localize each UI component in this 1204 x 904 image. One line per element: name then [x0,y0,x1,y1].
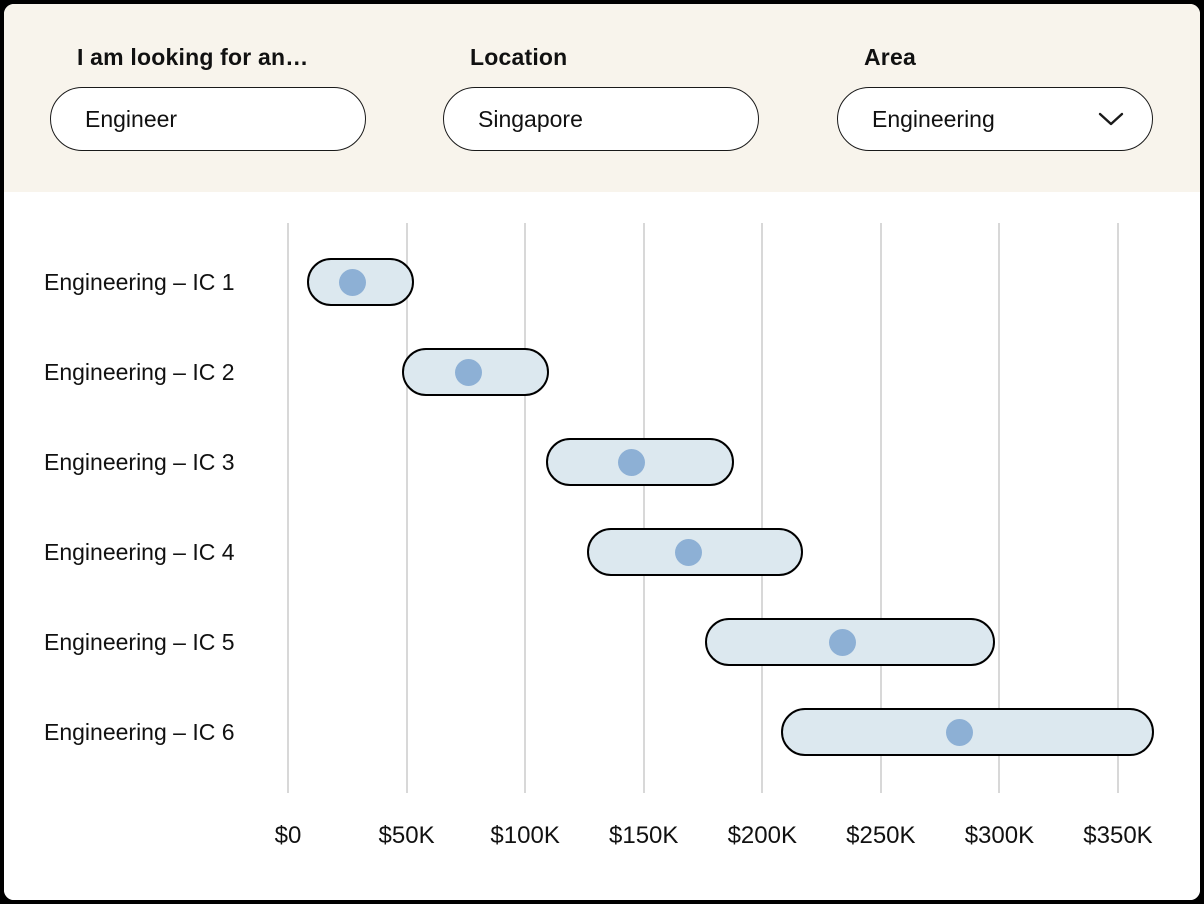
chevron-down-icon [1098,112,1124,126]
salary-range-chart: $0 $50K $100K $150K $200K $250K $300K $350K Engi… [4,192,1200,900]
category-label: Engineering – IC 6 [44,719,235,745]
role-input-value: Engineer [85,105,178,132]
gridline [761,223,764,793]
area-select-value: Engineering [872,105,995,132]
role-input[interactable]: Engineer [50,87,366,151]
median-dot [338,268,366,296]
x-axis-tick-label: $300K [964,822,1035,849]
field-location: Location Singapore [443,44,759,151]
salary-range-pill[interactable] [401,348,549,396]
median-dot [945,718,973,746]
gridline [287,223,289,793]
gridline [642,223,645,793]
field-area: Area Engineering [837,44,1153,151]
search-filter-bar: I am looking for an… Engineer Location S… [4,4,1200,192]
x-axis-tick-label: $100K [490,822,560,849]
x-axis-tick-label: $200K [727,822,797,849]
median-dot [829,628,857,656]
location-input[interactable]: Singapore [443,87,759,151]
area-select[interactable]: Engineering [837,87,1153,151]
field-role: I am looking for an… Engineer [50,44,366,151]
x-axis-tick-label: $50K [378,822,435,849]
category-label: Engineering – IC 4 [44,539,235,565]
location-field-label: Location [470,44,568,70]
category-label: Engineering – IC 3 [44,449,235,475]
gridline [879,223,882,793]
median-dot [618,448,646,476]
x-axis-tick-label: $0 [274,822,302,849]
x-axis-tick-label: $150K [609,822,679,849]
location-input-value: Singapore [478,105,583,132]
category-label: Engineering – IC 2 [44,359,235,385]
gridline [998,223,1001,793]
x-axis-tick-label: $250K [846,822,916,849]
median-dot [675,538,703,566]
category-label: Engineering – IC 5 [44,629,235,655]
area-field-label: Area [864,44,916,70]
median-dot [454,358,482,386]
role-field-label: I am looking for an… [77,44,309,70]
category-label: Engineering – IC 1 [44,269,235,295]
gridline [1116,223,1119,793]
gridline [405,223,408,793]
gridline [524,223,527,793]
x-axis-tick-label: $350K [1083,822,1153,849]
